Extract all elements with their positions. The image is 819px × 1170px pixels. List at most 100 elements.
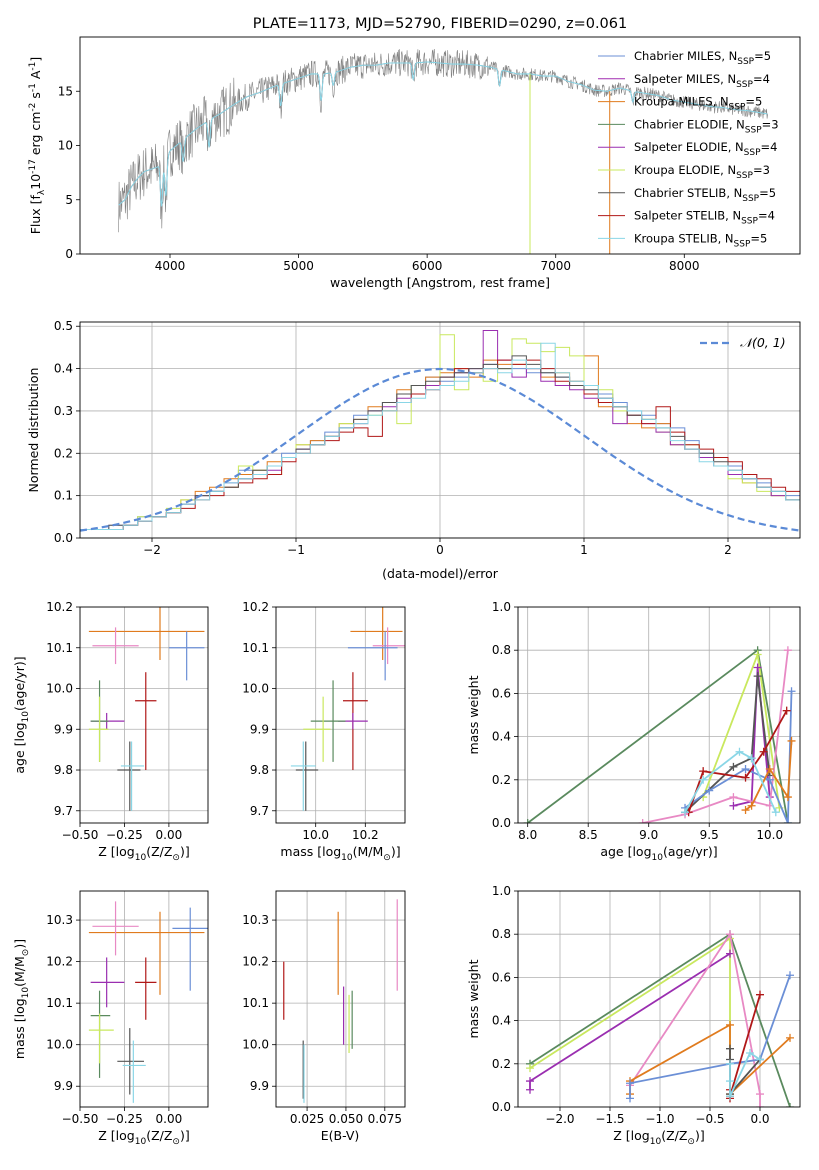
y-tick-label: 10.1 [242,996,269,1010]
plot-area [276,607,405,823]
legend-entry: Kroupa MILES, NSSP​=5 [634,95,762,113]
y-tick-label: 9.7 [250,804,269,818]
y-tick-label: 0.5 [54,319,73,333]
weight-marker [786,1103,794,1107]
y-tick-label: 0.0 [492,1100,511,1114]
y-tick-label: 0.4 [54,362,73,376]
legend-entry: Chabrier ELODIE, NSSP​=3 [634,117,779,135]
y-tick-label: 10.1 [46,641,73,655]
weight-marker [523,819,532,823]
weight-marker [756,1090,764,1099]
y-tick-label: 10.2 [46,600,73,614]
legend-entry: Chabrier MILES, NSSP​=5 [634,49,771,67]
axes-frame [79,606,209,824]
y-axis-label: Normed distribution [26,368,41,493]
x-tick-label: 4000 [155,259,186,273]
x-tick-label: 1 [580,543,588,557]
weight-marker [638,819,647,823]
weight-marker [753,672,762,681]
plot-area [80,607,208,823]
y-tick-label: 10.1 [46,996,73,1010]
weight-marker [756,1103,764,1107]
y-tick-label: 0 [65,247,73,261]
normal-distribution-curve [80,367,800,532]
observed-spectrum-line [118,48,768,233]
weight-marker [787,687,796,696]
x-axis-label: Z [log10​(Z/Z⊙​)] [613,1128,704,1147]
axes-frame [275,606,406,824]
weight-marker [747,754,756,763]
legend-entry: Salpeter MILES, NSSP​=4 [634,72,770,90]
y-tick-label: 0.4 [492,730,511,744]
x-tick-label: −1.5 [595,1112,624,1126]
y-tick-label: 9.9 [54,722,73,736]
weight-marker [726,1044,734,1053]
weight-marker [786,971,794,980]
y-tick-label: 1.0 [492,600,511,614]
weight-marker [782,706,791,715]
weight-marker [747,801,756,810]
x-tick-label: 0.00 [156,1112,183,1126]
y-tick-label: 9.8 [250,763,269,777]
y-tick-label: 10.3 [46,913,73,927]
y-tick-label: 0.4 [492,1014,511,1028]
weight-series-line [684,675,771,813]
weight-marker [765,765,774,773]
legend-entry: Kroupa STELIB, NSSP​=5 [634,231,767,249]
y-tick-label: 10.2 [46,955,73,969]
y-tick-label: 0.3 [54,404,73,418]
y-tick-label: 10.0 [242,1038,269,1052]
histogram-step-line [80,355,800,530]
x-tick-label: −0.25 [106,1112,143,1126]
age-vs-metallicity-chart: −0.50 −0.25 0.00 9.7 9.8 9.9 10.0 10.1 10.2 Z [lo… [12,600,209,863]
weight-marker [741,806,750,815]
x-axis-label: Z [log10​(Z/Z⊙​)] [98,844,189,863]
plot-area [80,322,800,538]
y-tick-label: 15 [58,84,73,98]
x-tick-label: 8.5 [579,828,598,842]
y-tick-label: 0.6 [492,970,511,984]
weight-marker [705,786,714,795]
x-tick-label: −1.0 [645,1112,674,1126]
weight-marker [699,775,708,784]
weight-marker [771,808,780,817]
x-tick-label: 7000 [540,259,571,273]
x-tick-label: −0.5 [695,1112,724,1126]
weight-marker [726,930,734,939]
weight-marker [786,1033,794,1042]
legend-entry: Salpeter ELODIE, NSSP​=4 [634,140,777,158]
weight-marker [726,1092,734,1101]
mass-vs-extinction-chart: 0.025 0.050 0.075 9.9 10.0 10.1 10.2 10.3 E(B-V) [242,890,406,1143]
y-tick-label: 10.1 [242,641,269,655]
y-tick-label: 5 [65,193,73,207]
model-spectrum-kroupa-stelib [118,61,768,207]
x-tick-label: 10.2 [352,828,379,842]
histogram-step-line [80,342,800,530]
weight-marker [726,1059,734,1068]
weight-marker [526,1064,534,1073]
weight-marker [756,1055,764,1064]
y-tick-label: 0.6 [492,686,511,700]
weight-marker [726,949,734,958]
x-tick-label: 9.5 [700,828,719,842]
x-axis-label: Z [log10​(Z/Z⊙​)] [98,1128,189,1147]
x-tick-label: 0.0 [750,1112,769,1126]
weight-marker [729,762,738,771]
y-tick-label: 0.2 [492,1057,511,1071]
age-vs-mass-chart: 10.0 10.2 9.7 9.8 9.9 10.0 10.1 10.2 mass [log10… [242,600,406,863]
y-tick-label: 9.8 [54,763,73,777]
weight-marker [756,990,764,999]
weight-marker [765,775,774,784]
legend-entry: Chabrier STELIB, NSSP​=5 [634,186,776,204]
y-tick-label: 9.9 [250,722,269,736]
y-tick-label: 9.7 [54,804,73,818]
x-axis-label: E(B-V) [321,1128,360,1143]
legend-entry: Kroupa ELODIE, NSSP​=3 [634,163,770,181]
plot-area [518,891,800,1107]
x-tick-label: 0.00 [156,828,183,842]
plot-area [118,48,768,254]
mass-vs-metallicity-chart: −0.50 −0.25 0.00 9.9 10.0 10.1 10.2 10.3 Z [log1… [12,890,209,1147]
y-axis-label: Flux [fλ​10-17​ erg cm-2​ s-1​ A-1​] [28,57,47,235]
weight-marker [726,1020,734,1029]
